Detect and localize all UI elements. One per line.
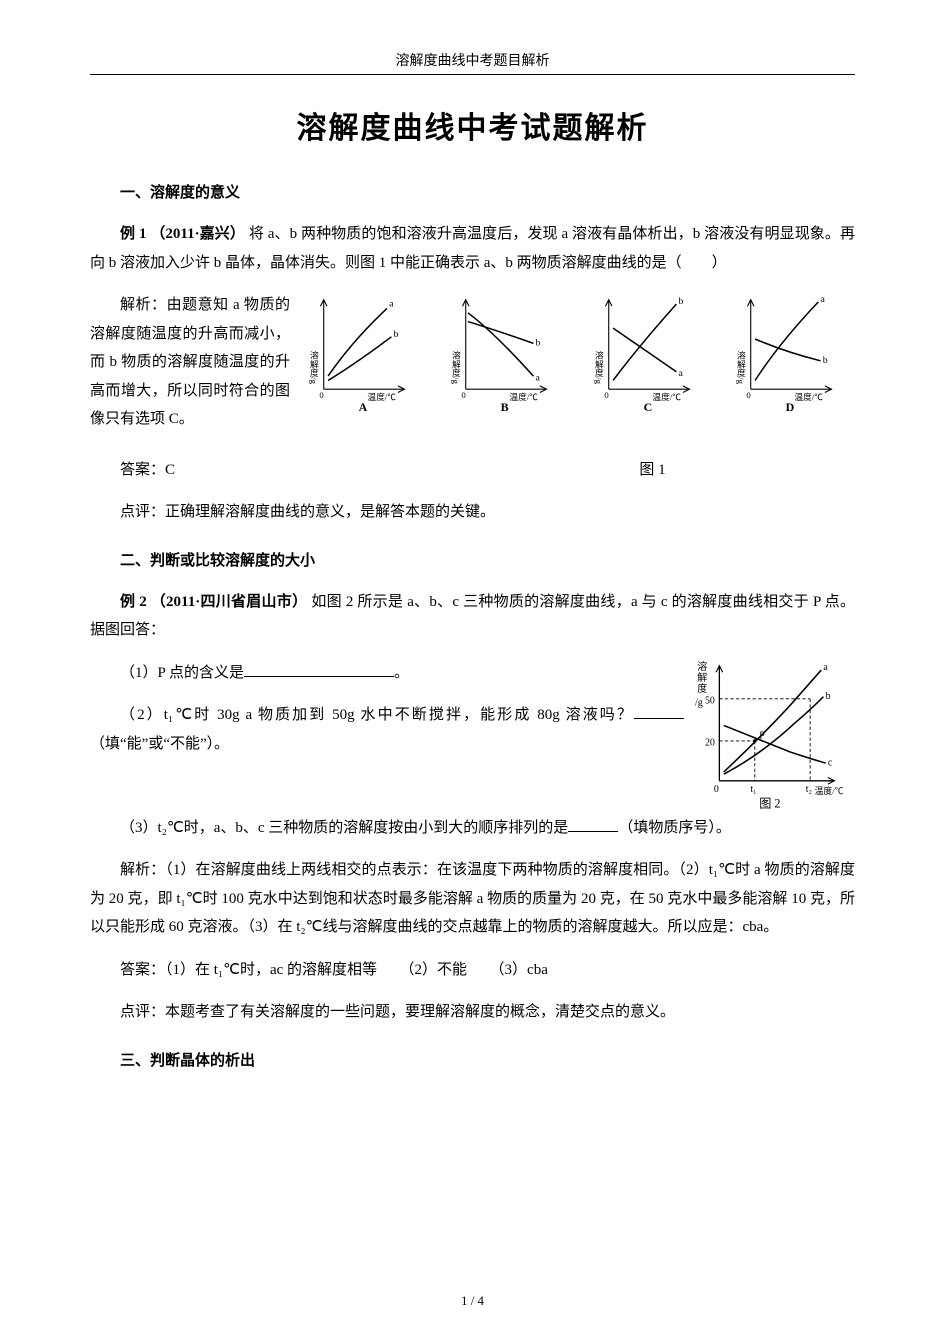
- svg-text:t₂: t₂: [806, 783, 812, 794]
- running-header: 溶解度曲线中考题目解析: [90, 50, 855, 70]
- example2-answer: 答案：（1）在 t₁℃时，ac 的溶解度相等 （2）不能 （3）cba: [90, 956, 855, 985]
- svg-text:温度/℃: 温度/℃: [794, 391, 823, 402]
- example1-analysis-row: 解析：由题意知 a 物质的溶解度随温度的升高而减小，而 b 物质的溶解度随温度的…: [90, 291, 855, 448]
- svg-text:b: b: [394, 329, 399, 340]
- svg-text:0: 0: [462, 390, 467, 400]
- figure2: 溶 解 度 /g 50 20 0 a b c P t₁ t₂: [690, 659, 855, 814]
- example1-analysis: 解析：由题意知 a 物质的溶解度随温度的升高而减小，而 b 物质的溶解度随温度的…: [90, 291, 290, 434]
- example1-label: 例 1: [120, 226, 146, 242]
- svg-text:0: 0: [319, 390, 324, 400]
- example2-comment: 点评：本题考查了有关溶解度的一些问题，要理解溶解度的概念，清楚交点的意义。: [90, 998, 855, 1027]
- svg-text:a: a: [678, 368, 683, 379]
- svg-text:0: 0: [604, 390, 609, 400]
- chart-d: 溶解度/g 温度/℃ 0 a b D: [725, 291, 855, 411]
- example1-prompt: 例 1 （2011·嘉兴） 将 a、b 两种物质的饱和溶液升高温度后，发现 a …: [90, 220, 855, 277]
- q2-blank[interactable]: [634, 703, 684, 719]
- svg-text:b: b: [536, 338, 541, 349]
- figure1-group: 溶解度/g 温度/℃ 0 a b A 溶解度/g 温度/℃ 0 b: [298, 291, 855, 411]
- svg-text:/g: /g: [695, 697, 703, 708]
- q3: （3）t₂℃时，a、b、c 三种物质的溶解度按由小到大的顺序排列的是 （填物质序号…: [90, 814, 855, 843]
- svg-text:c: c: [828, 757, 833, 768]
- page-title: 溶解度曲线中考试题解析: [90, 103, 855, 147]
- section2-heading: 二、判断或比较溶解度的大小: [90, 549, 855, 570]
- page-number: 1 / 4: [0, 1293, 945, 1309]
- svg-text:图 2: 图 2: [759, 796, 780, 810]
- svg-text:度: 度: [697, 682, 707, 695]
- svg-text:0: 0: [714, 783, 719, 794]
- figure1-caption: 图 1: [450, 458, 855, 479]
- svg-text:溶解度/g: 溶解度/g: [594, 350, 604, 385]
- q1-blank[interactable]: [244, 661, 394, 677]
- svg-text:a: a: [389, 298, 394, 309]
- example2-label: 例 2: [120, 594, 147, 610]
- svg-text:a: a: [823, 662, 828, 673]
- svg-text:溶解度/g: 溶解度/g: [736, 350, 746, 385]
- svg-text:A: A: [359, 400, 368, 411]
- svg-text:C: C: [643, 400, 652, 411]
- section3-heading: 三、判断晶体的析出: [90, 1049, 855, 1070]
- q1-text: （1）P 点的含义是: [120, 665, 244, 681]
- example2-analysis: 解析：（1）在溶解度曲线上两线相交的点表示：在该温度下两种物质的溶解度相同。（2…: [90, 856, 855, 942]
- q3-tail: （填物质序号）。: [618, 820, 731, 836]
- example1-source: （2011·嘉兴）: [150, 226, 245, 242]
- svg-text:b: b: [826, 690, 831, 701]
- svg-text:温度/℃: 温度/℃: [510, 391, 539, 402]
- q1-tail: 。: [394, 665, 409, 681]
- svg-text:t₁: t₁: [750, 783, 756, 794]
- svg-text:溶解度/g: 溶解度/g: [451, 350, 461, 385]
- section1-heading: 一、溶解度的意义: [90, 181, 855, 202]
- q2-tail: （填“能”或“不能”）。: [90, 736, 229, 752]
- example2-prompt: 例 2 （2011·四川省眉山市） 如图 2 所示是 a、b、c 三种物质的溶解…: [90, 588, 855, 645]
- chart-b: 溶解度/g 温度/℃ 0 b a B: [440, 291, 570, 411]
- svg-text:20: 20: [705, 737, 715, 748]
- example1-answer: 答案：C: [90, 456, 310, 485]
- svg-text:b: b: [823, 355, 828, 366]
- header-rule: [90, 74, 855, 75]
- svg-text:D: D: [786, 400, 795, 411]
- chart-c: 溶解度/g 温度/℃ 0 b a C: [583, 291, 713, 411]
- svg-text:50: 50: [705, 695, 715, 706]
- svg-text:P: P: [759, 730, 765, 741]
- svg-text:溶解度/g: 溶解度/g: [309, 350, 319, 385]
- svg-text:B: B: [501, 400, 509, 411]
- svg-text:b: b: [678, 296, 683, 307]
- example2-source: （2011·四川省眉山市）: [151, 594, 308, 610]
- q2-text: （2）t₁℃时 30g a 物质加到 50g 水中不断搅拌，能形成 80g 溶液…: [120, 707, 634, 723]
- svg-text:温度/℃: 温度/℃: [367, 391, 396, 402]
- example1-comment: 点评：正确理解溶解度曲线的意义，是解答本题的关键。: [90, 498, 855, 527]
- q3-blank[interactable]: [568, 816, 618, 832]
- svg-text:解: 解: [697, 671, 707, 684]
- svg-text:溶: 溶: [697, 660, 707, 673]
- svg-text:0: 0: [746, 390, 751, 400]
- svg-text:a: a: [821, 294, 826, 305]
- svg-text:a: a: [536, 372, 541, 383]
- q3-text: （3）t₂℃时，a、b、c 三种物质的溶解度按由小到大的顺序排列的是: [120, 820, 568, 836]
- chart-a: 溶解度/g 温度/℃ 0 a b A: [298, 291, 428, 411]
- svg-text:温度/℃: 温度/℃: [815, 785, 844, 796]
- svg-text:温度/℃: 温度/℃: [652, 391, 681, 402]
